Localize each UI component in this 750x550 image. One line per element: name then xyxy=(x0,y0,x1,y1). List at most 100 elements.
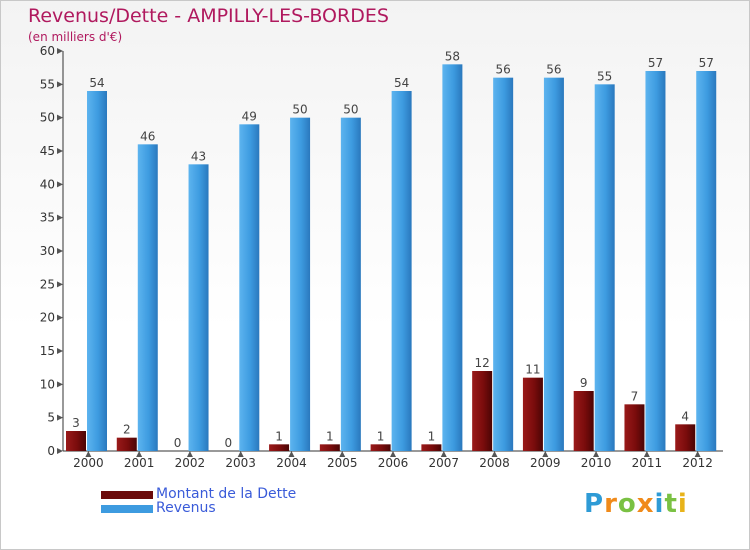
x-tick-mark xyxy=(85,451,92,457)
y-tick-label: 30 xyxy=(40,244,55,258)
x-tick-label: 2010 xyxy=(581,456,612,470)
x-tick-label: 2007 xyxy=(428,456,459,470)
debt-bar xyxy=(573,391,594,451)
x-tick-mark xyxy=(288,451,295,457)
debt-bar xyxy=(66,431,86,451)
logo-letter: P xyxy=(584,489,605,519)
revenue-value-label: 50 xyxy=(292,103,307,117)
y-tick-label: 60 xyxy=(40,44,55,58)
y-tick-mark xyxy=(57,348,63,354)
y-tick-mark xyxy=(57,114,63,121)
logo-letter: i xyxy=(677,489,688,519)
debt-value-label: 3 xyxy=(72,416,80,430)
legend-swatch-debt xyxy=(101,491,153,499)
y-tick-mark xyxy=(57,148,63,154)
x-tick-mark xyxy=(491,451,498,457)
revenue-bar xyxy=(442,64,463,452)
x-tick-mark xyxy=(593,451,600,457)
revenue-value-label: 57 xyxy=(648,56,663,70)
revenue-bar xyxy=(696,71,717,451)
revenue-bar xyxy=(645,71,666,451)
x-tick-mark xyxy=(643,451,650,457)
logo-letter: x xyxy=(636,489,655,519)
logo-letter: i xyxy=(654,489,665,519)
y-tick-mark xyxy=(57,214,63,221)
revenue-value-label: 50 xyxy=(343,103,358,117)
revenue-bar xyxy=(188,164,209,452)
revenue-value-label: 49 xyxy=(242,109,257,123)
x-tick-mark xyxy=(186,451,193,457)
x-tick-label: 2012 xyxy=(682,456,713,470)
debt-value-label: 1 xyxy=(326,429,334,443)
logo-letter: r xyxy=(604,489,618,519)
x-tick-label: 2006 xyxy=(378,456,409,470)
y-tick-mark xyxy=(57,248,63,254)
y-tick-mark xyxy=(57,81,63,88)
y-tick-label: 15 xyxy=(40,344,55,358)
x-tick-mark xyxy=(136,451,143,457)
y-tick-label: 10 xyxy=(40,377,55,391)
debt-value-label: 12 xyxy=(475,356,490,370)
revenue-value-label: 56 xyxy=(496,63,511,77)
debt-value-label: 9 xyxy=(580,376,588,390)
debt-bar xyxy=(269,444,290,451)
legend-swatch-revenue xyxy=(101,505,153,513)
revenue-bar xyxy=(290,117,311,452)
y-tick-label: 55 xyxy=(40,77,55,91)
x-tick-mark xyxy=(390,451,396,457)
revenue-bar xyxy=(594,84,615,451)
debt-value-label: 1 xyxy=(377,429,385,443)
x-tick-mark xyxy=(237,451,244,457)
debt-value-label: 1 xyxy=(428,429,436,443)
debt-value-label: 7 xyxy=(631,389,639,403)
revenue-bar xyxy=(239,124,260,451)
revenue-bar xyxy=(543,77,564,452)
chart-title: Revenus/Dette - AMPILLY-LES-BORDES xyxy=(28,5,389,27)
revenue-value-label: 54 xyxy=(394,76,409,90)
debt-bar xyxy=(624,404,645,451)
revenue-bar xyxy=(493,77,514,452)
revenue-value-label: 43 xyxy=(191,149,206,163)
debt-value-label: 4 xyxy=(681,409,689,423)
revenue-value-label: 46 xyxy=(140,129,155,143)
x-tick-label: 2000 xyxy=(73,456,104,470)
x-tick-label: 2008 xyxy=(479,456,510,470)
y-tick-mark xyxy=(57,314,63,321)
revenue-value-label: 55 xyxy=(597,69,612,83)
legend-label-revenue: Revenus xyxy=(156,500,216,516)
revenue-value-label: 56 xyxy=(546,63,561,77)
revenue-bar xyxy=(340,117,361,452)
debt-bar xyxy=(116,437,137,451)
legend-label-debt: Montant de la Dette xyxy=(156,486,297,502)
x-tick-mark xyxy=(339,451,346,457)
y-tick-mark xyxy=(57,48,63,54)
debt-bar xyxy=(522,377,543,451)
x-tick-label: 2004 xyxy=(276,456,307,470)
y-tick-label: 50 xyxy=(40,111,55,125)
x-tick-label: 2009 xyxy=(530,456,561,470)
x-tick-label: 2011 xyxy=(632,456,663,470)
x-tick-mark xyxy=(542,451,549,457)
revenue-bar xyxy=(87,91,107,451)
debt-bar xyxy=(675,424,696,451)
x-tick-label: 2003 xyxy=(225,456,256,470)
y-tick-label: 0 xyxy=(47,444,55,458)
revenue-value-label: 57 xyxy=(699,56,714,70)
y-tick-label: 35 xyxy=(40,211,55,225)
y-tick-mark xyxy=(57,181,63,188)
revenue-bar xyxy=(137,144,158,452)
y-tick-label: 5 xyxy=(47,411,55,425)
revenue-value-label: 58 xyxy=(445,49,460,63)
debt-bar xyxy=(421,444,442,451)
x-tick-label: 2002 xyxy=(175,456,206,470)
y-tick-label: 45 xyxy=(40,144,55,158)
y-tick-mark xyxy=(57,281,63,288)
logo-letter: o xyxy=(617,489,637,519)
y-tick-label: 25 xyxy=(40,277,55,291)
debt-value-label: 11 xyxy=(525,363,540,377)
proxiti-logo: Proxiti xyxy=(584,489,688,519)
chart-subtitle: (en milliers d'€) xyxy=(28,30,123,44)
x-tick-label: 2005 xyxy=(327,456,358,470)
